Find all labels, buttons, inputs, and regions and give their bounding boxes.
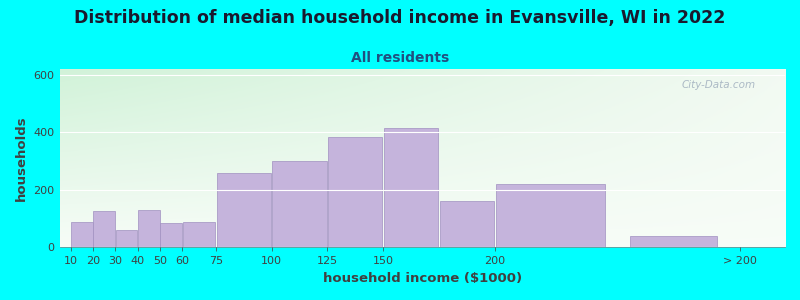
Bar [217,172,270,248]
Bar [497,184,605,247]
Bar [138,210,160,248]
Bar [183,221,215,248]
Bar [160,223,182,248]
Bar [440,201,494,248]
Bar [630,236,717,248]
Text: Distribution of median household income in Evansville, WI in 2022: Distribution of median household income … [74,9,726,27]
Text: City-Data.com: City-Data.com [682,80,756,90]
Bar [328,136,382,248]
Text: All residents: All residents [351,51,449,65]
Bar [273,161,326,248]
Bar [94,212,115,248]
Y-axis label: households: households [15,116,28,201]
Bar [71,221,93,248]
Bar [116,230,138,247]
Bar [384,128,438,248]
X-axis label: household income ($1000): household income ($1000) [322,272,522,285]
